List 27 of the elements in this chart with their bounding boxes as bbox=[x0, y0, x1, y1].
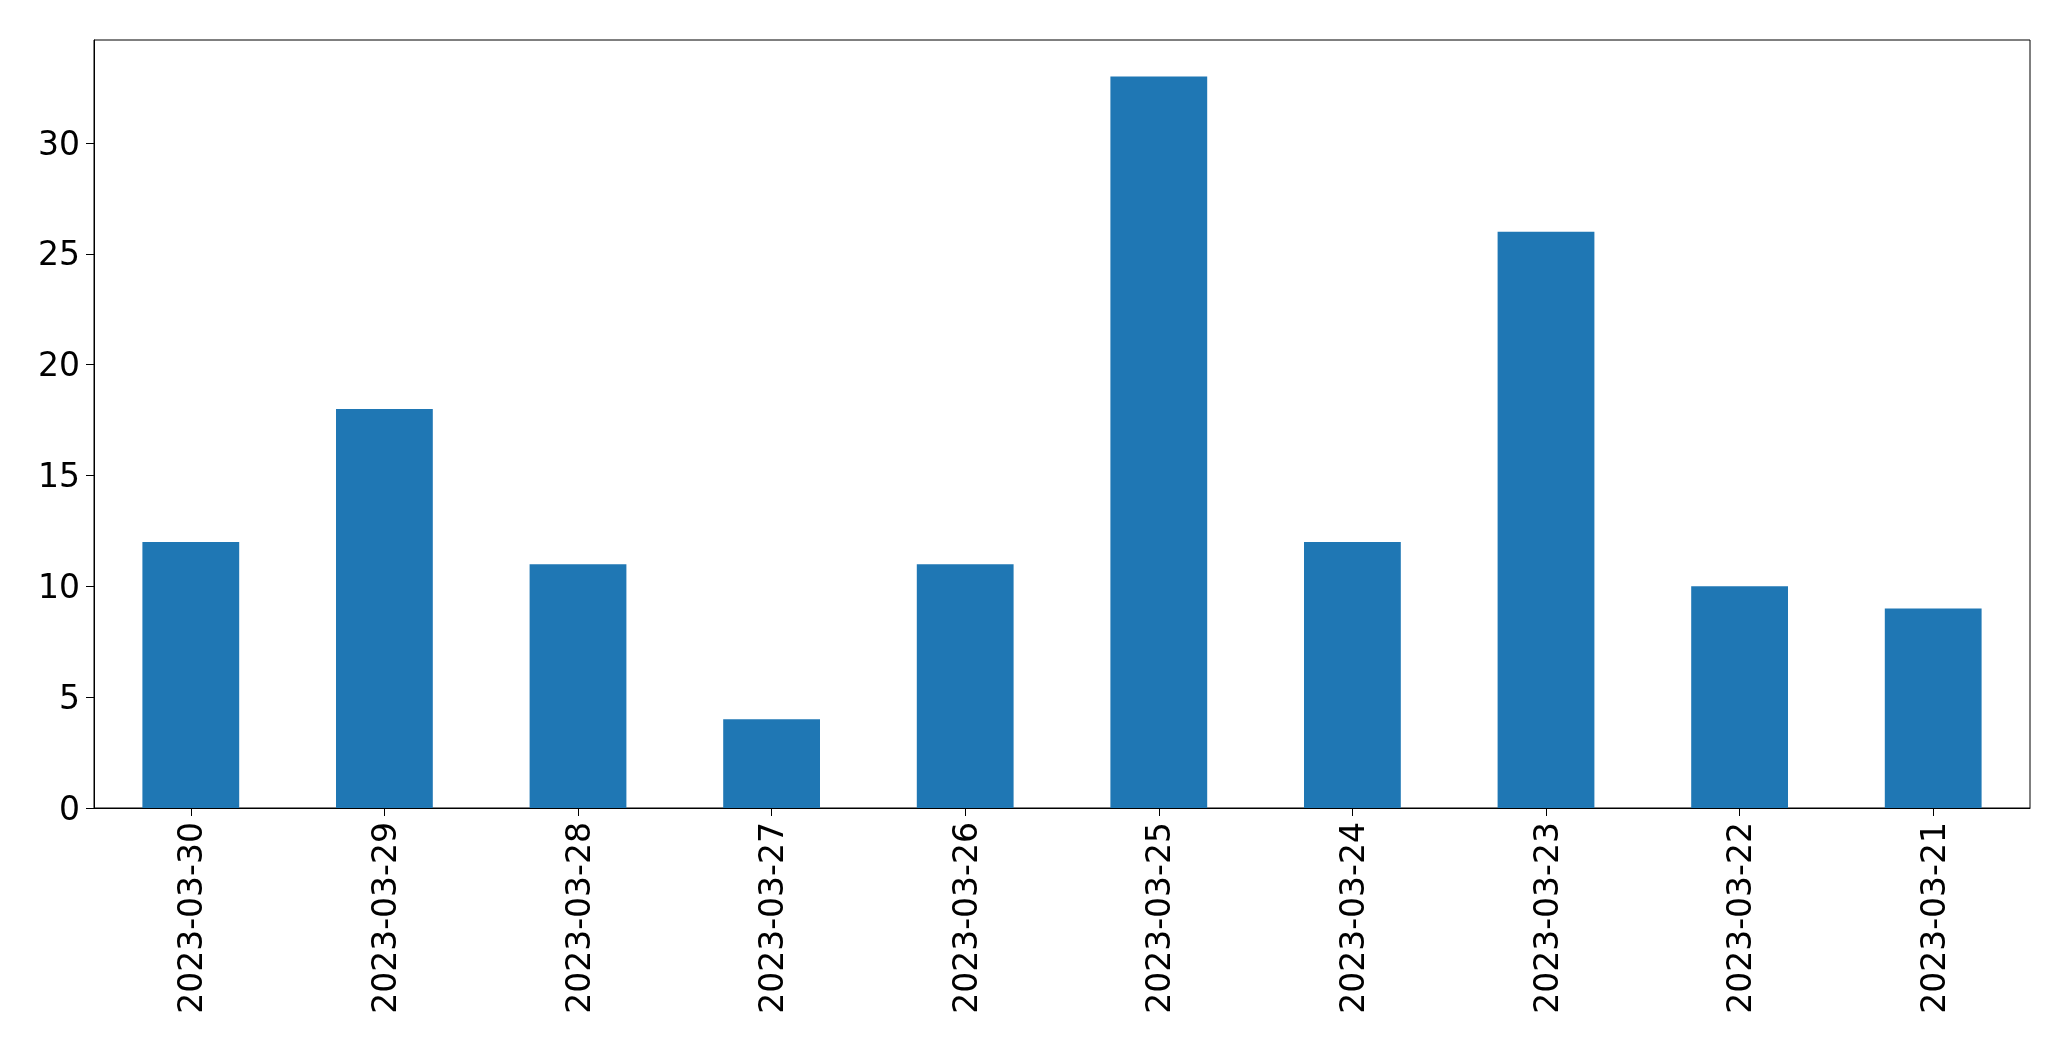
y-tick-label: 0 bbox=[59, 788, 80, 828]
y-tick-label: 25 bbox=[38, 234, 80, 274]
bar bbox=[529, 564, 627, 808]
bar bbox=[916, 564, 1014, 808]
bar bbox=[1110, 76, 1208, 808]
x-tick-label: 2023-03-29 bbox=[364, 822, 404, 1014]
bar bbox=[1691, 586, 1788, 808]
x-tick-label: 2023-03-24 bbox=[1332, 822, 1372, 1014]
x-tick-label: 2023-03-26 bbox=[945, 822, 985, 1014]
bar bbox=[1304, 542, 1401, 808]
y-tick-label: 30 bbox=[38, 123, 80, 163]
bar bbox=[1884, 608, 1982, 808]
x-tick-label: 2023-03-21 bbox=[1913, 822, 1953, 1014]
x-tick-label: 2023-03-23 bbox=[1526, 822, 1566, 1014]
bar bbox=[142, 542, 240, 808]
x-tick-label: 2023-03-22 bbox=[1720, 822, 1760, 1014]
x-tick-label: 2023-03-30 bbox=[171, 822, 211, 1014]
x-tick-label: 2023-03-28 bbox=[558, 822, 598, 1014]
bar bbox=[1497, 231, 1595, 808]
y-tick-label: 10 bbox=[38, 566, 80, 606]
y-tick-label: 5 bbox=[59, 677, 80, 717]
x-tick-label: 2023-03-27 bbox=[752, 822, 792, 1014]
bar bbox=[336, 409, 433, 808]
y-tick-label: 15 bbox=[38, 456, 80, 496]
bar bbox=[723, 719, 820, 808]
x-tick-label: 2023-03-25 bbox=[1139, 822, 1179, 1014]
y-tick-label: 20 bbox=[38, 345, 80, 385]
